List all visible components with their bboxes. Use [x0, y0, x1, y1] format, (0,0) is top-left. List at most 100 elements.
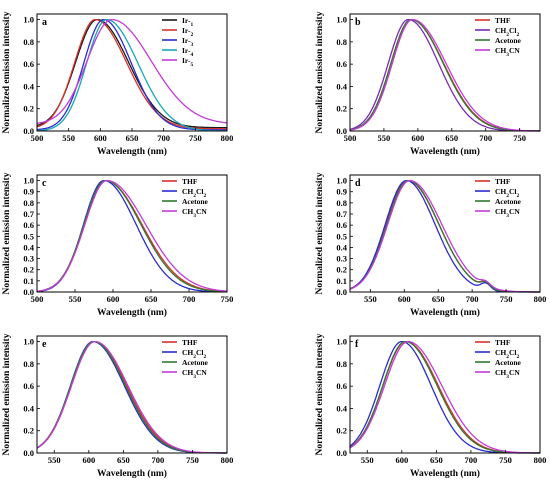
x-tick-label: 750: [186, 455, 199, 465]
y-tick-label: 0.4: [23, 81, 34, 91]
panel-label: b: [355, 17, 361, 28]
legend-label: CH3CN: [495, 368, 520, 380]
legend-label: THF: [495, 177, 511, 186]
y-tick-label: 0.0: [336, 287, 347, 297]
y-tick-label: 0.0: [336, 448, 347, 458]
x-tick-label: 750: [189, 133, 202, 143]
y-tick-label: 0.5: [336, 231, 347, 241]
legend-label: CH2Cl2: [182, 187, 207, 199]
y-tick-label: 1.0: [336, 337, 347, 347]
y-tick-label: 0.4: [336, 81, 347, 91]
y-tick-label: 0.6: [336, 381, 347, 391]
x-tick-label: 700: [466, 294, 479, 304]
y-axis-label: Normalized emission intensity: [2, 11, 12, 133]
legend-label: CH3CN: [495, 46, 520, 58]
x-tick-label: 800: [534, 294, 547, 304]
x-tick-label: 650: [445, 133, 458, 143]
y-tick-label: 0.4: [336, 403, 347, 413]
series-line-CH3CN: [349, 18, 540, 132]
plot-frame: [349, 13, 541, 132]
y-axis-label: Normalized emission intensity: [2, 172, 12, 294]
legend-label: Ir-2: [182, 26, 193, 38]
y-tick-label: 0.2: [23, 265, 34, 275]
x-tick-label: 650: [126, 133, 139, 143]
series-line-CH3CN: [36, 340, 227, 454]
y-tick-label: 0.2: [23, 104, 34, 114]
panel-b: 500 550 600 650 700 750 0.0 0.2 0.4 0.6 0.8 1.0 Wave…: [315, 11, 541, 157]
x-tick-label: 700: [157, 133, 170, 143]
x-tick-label: 700: [152, 455, 165, 465]
x-axis-label: Wavelength (nm): [97, 146, 167, 157]
legend-label: Acetone: [495, 358, 521, 367]
x-tick-label: 750: [499, 455, 512, 465]
panel-label: e: [42, 339, 47, 350]
y-tick-label: 0.4: [23, 242, 34, 252]
y-tick-label: 1.0: [336, 15, 347, 25]
y-tick-label: 0.0: [336, 126, 347, 136]
x-tick-label: 500: [31, 294, 44, 304]
x-tick-label: 650: [117, 455, 130, 465]
y-tick-label: 0.4: [23, 403, 34, 413]
y-axis-label: Normalized emission intensity: [315, 11, 325, 133]
panel-e: 550 600 650 700 750 800 0.0 0.2 0.4 0.6 0.8 1.0 Wave…: [2, 333, 233, 479]
y-tick-label: 0.8: [336, 359, 347, 369]
y-tick-label: 0.8: [336, 198, 347, 208]
y-tick-label: 0.0: [23, 287, 34, 297]
x-tick-label: 650: [145, 294, 158, 304]
x-tick-label: 600: [82, 455, 95, 465]
y-tick-label: 0.4: [336, 242, 347, 252]
x-tick-label: 650: [430, 455, 443, 465]
plot-frame: [36, 174, 228, 293]
x-axis-label: Wavelength (nm): [97, 307, 167, 318]
y-tick-label: 0.9: [23, 187, 34, 197]
x-tick-label: 700: [183, 294, 196, 304]
y-tick-label: 0.9: [336, 187, 347, 197]
legend-label: CH3CN: [182, 207, 207, 219]
legend-label: Ir-1: [182, 16, 193, 28]
y-tick-label: 0.3: [336, 254, 347, 264]
y-axis-label: Normalized emission intensity: [315, 172, 325, 294]
y-tick-label: 1.0: [336, 176, 347, 186]
series-line-Ir-5: [36, 18, 228, 124]
x-axis-label: Wavelength (nm): [97, 468, 167, 479]
y-tick-label: 0.2: [336, 426, 347, 436]
panel-label: a: [42, 17, 47, 28]
x-tick-label: 500: [31, 133, 44, 143]
legend-label: Acetone: [182, 358, 208, 367]
y-tick-label: 0.6: [336, 59, 347, 69]
legend: Ir-1Ir-2Ir-3Ir-4Ir-5: [162, 16, 193, 68]
legend-label: Ir-3: [182, 36, 193, 48]
y-tick-label: 0.8: [23, 359, 34, 369]
x-tick-label: 600: [107, 294, 120, 304]
panel-c: 500 550 600 650 700 7500.00.10.20.30.40.50.60…: [2, 172, 233, 318]
legend-label: Acetone: [495, 197, 521, 206]
legend-label: CH2Cl2: [182, 348, 207, 360]
series-line-CH3CN: [349, 340, 540, 454]
x-tick-label: 600: [395, 455, 408, 465]
x-tick-label: 550: [48, 455, 61, 465]
legend-label: CH2Cl2: [495, 348, 520, 360]
x-tick-label: 600: [398, 294, 411, 304]
panel-label: d: [355, 178, 361, 189]
y-axis-label: Normalized emission intensity: [315, 333, 325, 455]
legend-label: CH2Cl2: [495, 187, 520, 199]
x-tick-label: 800: [221, 133, 234, 143]
x-tick-label: 550: [69, 294, 82, 304]
y-tick-label: 0.8: [336, 37, 347, 47]
x-tick-label: 550: [378, 133, 391, 143]
y-axis-label: Normalized emission intensity: [2, 333, 12, 455]
y-tick-label: 0.2: [336, 104, 347, 114]
y-tick-label: 0.0: [23, 126, 34, 136]
legend-label: CH3CN: [182, 368, 207, 380]
plot-frame: [36, 335, 228, 454]
legend-label: Ir-4: [182, 46, 193, 58]
x-tick-label: 800: [221, 455, 234, 465]
x-tick-label: 700: [479, 133, 492, 143]
series-line-CH3CN: [36, 179, 228, 292]
legend-label: CH3CN: [495, 207, 520, 219]
series-line-Acetone: [349, 18, 540, 132]
y-tick-label: 0.7: [23, 209, 34, 219]
